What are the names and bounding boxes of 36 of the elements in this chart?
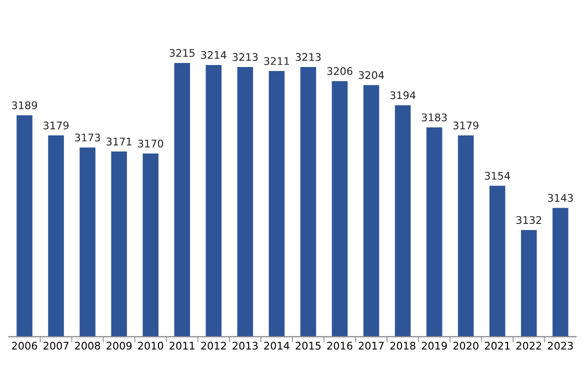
data-label: 3213 xyxy=(232,53,258,61)
data-label: 3173 xyxy=(75,134,100,142)
x-tick-label: 2019 xyxy=(422,342,447,350)
x-tick-label: 2012 xyxy=(201,342,226,350)
x-tick-label: 2018 xyxy=(390,342,416,350)
data-label: 3171 xyxy=(106,138,132,146)
x-tick-label: 2009 xyxy=(106,342,132,350)
data-label: 3179 xyxy=(44,121,69,130)
x-tick-label: 2021 xyxy=(484,342,510,350)
data-label: 3204 xyxy=(358,71,384,80)
x-tick-label: 2014 xyxy=(264,342,290,350)
x-tick-label: 2006 xyxy=(12,342,38,350)
data-label: 3215 xyxy=(170,49,194,57)
x-tick-label: 2023 xyxy=(548,342,573,350)
x-tick-label: 2010 xyxy=(138,342,164,350)
x-tick-label: 2008 xyxy=(75,342,100,350)
data-label: 3194 xyxy=(390,91,416,100)
x-tick-label: 2011 xyxy=(170,342,194,350)
data-label: 3214 xyxy=(201,51,226,59)
data-label: 3143 xyxy=(548,194,573,202)
data-label: 3170 xyxy=(138,140,164,148)
data-label: 3179 xyxy=(453,121,478,130)
x-tick-label: 2020 xyxy=(453,342,478,350)
data-label: 3189 xyxy=(12,101,38,110)
x-tick-label: 2015 xyxy=(296,342,321,350)
data-label: 3183 xyxy=(422,113,447,122)
x-tick-label: 2017 xyxy=(358,342,384,350)
data-label: 3206 xyxy=(327,67,352,76)
data-label: 3154 xyxy=(484,172,510,180)
data-label: 3211 xyxy=(264,57,289,65)
data-label: 3213 xyxy=(296,53,321,61)
data-label: 3132 xyxy=(516,216,542,224)
x-tick-label: 2016 xyxy=(327,342,352,350)
x-tick-label: 2007 xyxy=(44,342,68,350)
x-tick-label: 2022 xyxy=(516,342,542,350)
x-tick-label: 2013 xyxy=(232,342,258,350)
